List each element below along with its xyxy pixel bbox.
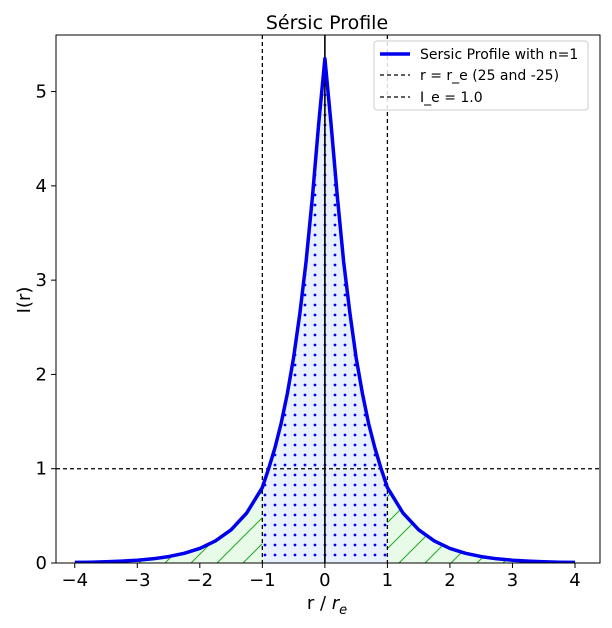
legend-label-sersic: Sersic Profile with n=1	[420, 47, 578, 63]
series-line-sersic	[74, 56, 576, 563]
reference-lines	[56, 35, 600, 563]
x-axis-label: r / re	[307, 593, 347, 618]
chart-title: Sérsic Profile	[266, 12, 388, 34]
x-axis-label-var: r	[332, 593, 341, 614]
x-tick-label: −3	[124, 570, 151, 591]
x-tick-label: 1	[382, 570, 393, 591]
x-tick-label: 4	[569, 570, 580, 591]
legend-label-re: r = r_e (25 and -25)	[420, 68, 559, 84]
y-tick-label: 1	[36, 459, 47, 480]
x-axis-ticks: −4 −3 −2 −1 0 1 2 3 4	[61, 563, 581, 591]
x-axis-label-sub: e	[339, 603, 347, 618]
x-tick-label: 0	[319, 570, 330, 591]
x-tick-label: −2	[187, 570, 214, 591]
y-axis-label: I(r)	[14, 287, 35, 314]
x-axis-label-text: r /	[307, 593, 332, 614]
y-axis-ticks: 0 1 2 3 4 5	[36, 82, 56, 574]
y-tick-label: 0	[36, 553, 47, 574]
y-tick-label: 5	[36, 82, 47, 103]
y-tick-label: 4	[36, 176, 47, 197]
x-tick-label: −4	[61, 570, 88, 591]
y-tick-label: 2	[36, 364, 47, 385]
x-tick-label: −1	[249, 570, 276, 591]
plot-frame	[55, 34, 601, 564]
legend-label-ie: I_e = 1.0	[420, 90, 483, 106]
y-tick-label: 3	[36, 270, 47, 291]
legend-box	[373, 40, 589, 111]
x-tick-label: 3	[507, 570, 518, 591]
legend: Sersic Profile with n=1 r = r_e (25 and …	[373, 40, 589, 111]
plot-area	[56, 35, 600, 563]
x-tick-label: 2	[444, 570, 455, 591]
